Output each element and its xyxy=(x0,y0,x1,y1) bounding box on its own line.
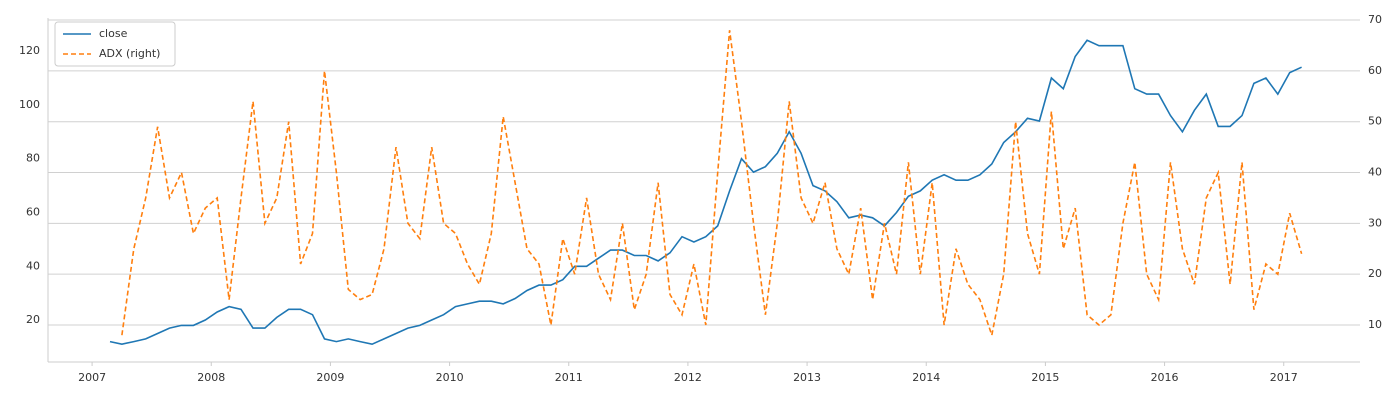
x-tick-label: 2012 xyxy=(674,371,702,384)
y-tick-label: 120 xyxy=(19,44,40,57)
y2-tick-label: 30 xyxy=(1368,216,1382,229)
y2-tick-label: 50 xyxy=(1368,115,1382,128)
y2-tick-label: 20 xyxy=(1368,267,1382,280)
series-line xyxy=(109,39,1302,346)
y-tick-label: 20 xyxy=(26,313,40,326)
x-tick-label: 2015 xyxy=(1031,371,1059,384)
y2-tick-label: 70 xyxy=(1368,13,1382,26)
series-line xyxy=(121,30,1303,339)
y-tick-label: 40 xyxy=(26,259,40,272)
y2-tick-label: 40 xyxy=(1368,166,1382,179)
x-tick-label: 2014 xyxy=(912,371,940,384)
x-tick-label: 2011 xyxy=(555,371,583,384)
x-tick-label: 2007 xyxy=(78,371,106,384)
y-tick-label: 100 xyxy=(19,98,40,111)
legend-label: close xyxy=(99,27,128,40)
y2-tick-label: 60 xyxy=(1368,64,1382,77)
x-tick-label: 2016 xyxy=(1151,371,1179,384)
x-tick-label: 2013 xyxy=(793,371,821,384)
x-tick-label: 2017 xyxy=(1270,371,1298,384)
y-tick-label: 60 xyxy=(26,205,40,218)
legend-label: ADX (right) xyxy=(99,47,160,60)
x-tick-label: 2010 xyxy=(436,371,464,384)
y2-tick-label: 10 xyxy=(1368,318,1382,331)
y-tick-label: 80 xyxy=(26,152,40,165)
x-tick-label: 2008 xyxy=(197,371,225,384)
x-tick-label: 2009 xyxy=(316,371,344,384)
legend-box xyxy=(54,21,176,67)
